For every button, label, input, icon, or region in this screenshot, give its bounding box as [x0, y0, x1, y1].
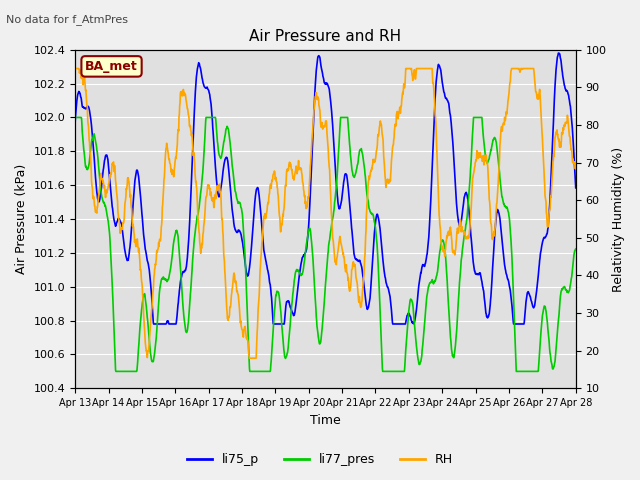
Text: No data for f_AtmPres: No data for f_AtmPres [6, 14, 129, 25]
Y-axis label: Relativity Humidity (%): Relativity Humidity (%) [612, 146, 625, 291]
Text: BA_met: BA_met [85, 60, 138, 73]
Y-axis label: Air Pressure (kPa): Air Pressure (kPa) [15, 164, 28, 274]
Legend: li75_p, li77_pres, RH: li75_p, li77_pres, RH [182, 448, 458, 471]
Title: Air Pressure and RH: Air Pressure and RH [250, 29, 401, 44]
X-axis label: Time: Time [310, 414, 341, 427]
